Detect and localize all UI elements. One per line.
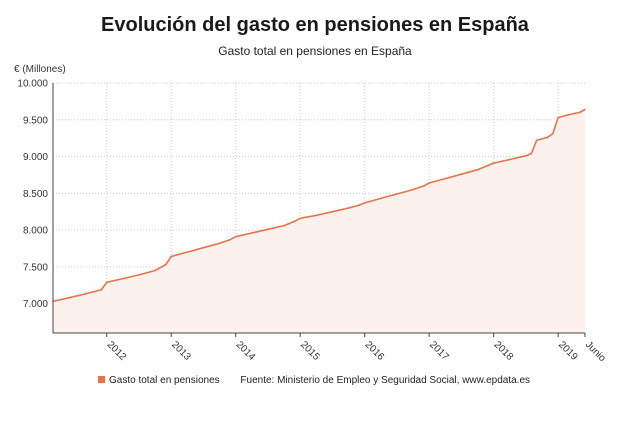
data-point — [315, 214, 318, 217]
chart-subtitle: Gasto total en pensiones en España — [218, 44, 412, 58]
data-point — [251, 232, 253, 234]
x-tick-label: 2013 — [169, 339, 193, 363]
data-point — [396, 193, 398, 195]
data-point — [509, 158, 511, 161]
legend-series-label: Gasto total en pensiones — [109, 375, 220, 386]
data-point — [476, 169, 479, 171]
data-point — [428, 182, 431, 184]
y-tick-label: 8.500 — [23, 189, 48, 200]
data-point — [68, 296, 70, 299]
x-tick-label: Junio — [583, 339, 608, 364]
data-point — [299, 217, 302, 220]
data-point — [380, 197, 382, 200]
x-tick-label: 2019 — [556, 339, 580, 363]
y-tick-label: 10.000 — [17, 79, 48, 90]
data-point — [530, 152, 533, 155]
data-point — [283, 224, 285, 227]
data-point — [492, 162, 495, 164]
y-tick-label: 7.000 — [23, 299, 48, 310]
data-point — [535, 139, 538, 142]
data-point — [578, 111, 581, 114]
data-point — [444, 177, 447, 180]
data-point — [568, 113, 570, 116]
data-point — [557, 116, 559, 119]
data-point — [412, 188, 414, 191]
data-point — [552, 132, 554, 135]
data-point — [170, 255, 172, 258]
data-point — [100, 288, 103, 291]
y-axis-unit-label: € (Millones) — [14, 64, 66, 75]
legend-swatch — [98, 375, 105, 383]
data-point — [487, 164, 490, 167]
data-point — [358, 204, 361, 206]
data-point — [186, 251, 189, 253]
area-fill — [53, 109, 585, 333]
data-point — [423, 185, 425, 187]
data-point — [584, 108, 586, 111]
data-point — [202, 246, 205, 249]
data-point — [105, 281, 108, 284]
data-point — [229, 238, 232, 241]
y-tick-label: 9.500 — [23, 115, 48, 126]
data-point — [331, 210, 334, 213]
data-point — [347, 207, 350, 209]
data-point — [84, 293, 86, 295]
data-point — [294, 220, 296, 222]
x-tick-label: 2017 — [427, 339, 451, 363]
data-point — [363, 202, 366, 204]
data-point — [218, 242, 221, 245]
y-tick-label: 8.000 — [23, 226, 48, 237]
data-point — [165, 263, 167, 266]
x-tick-label: 2014 — [234, 339, 258, 363]
data-point — [234, 235, 237, 238]
x-tick-label: 2016 — [363, 339, 387, 363]
data-point — [525, 155, 527, 157]
x-tick-label: 2015 — [298, 339, 322, 363]
data-point — [546, 136, 549, 139]
y-tick-label: 7.500 — [23, 262, 48, 273]
data-point — [267, 228, 269, 231]
data-point — [154, 269, 156, 272]
source-note: Fuente: Ministerio de Empleo y Seguridad… — [240, 375, 531, 386]
data-point — [122, 277, 124, 280]
data-point — [138, 274, 140, 276]
y-tick-label: 9.000 — [23, 152, 48, 163]
x-tick-label: 2012 — [105, 339, 129, 363]
x-tick-label: 2018 — [492, 339, 516, 363]
legend: Gasto total en pensiones Fuente: Ministe… — [98, 375, 530, 386]
chart-title: Evolución del gasto en pensiones en Espa… — [101, 14, 529, 36]
data-point — [460, 173, 463, 175]
